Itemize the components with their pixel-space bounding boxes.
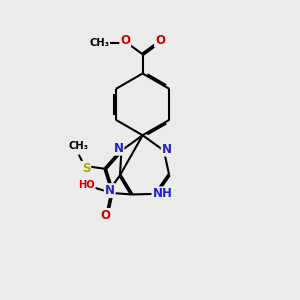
Text: O: O xyxy=(120,34,130,47)
Text: N: N xyxy=(113,142,124,155)
Text: NH: NH xyxy=(152,188,172,200)
Text: N: N xyxy=(162,142,172,156)
Text: O: O xyxy=(155,34,165,47)
Text: N: N xyxy=(105,184,115,197)
Text: HO: HO xyxy=(78,180,95,190)
Text: O: O xyxy=(101,209,111,222)
Text: S: S xyxy=(82,162,90,175)
Text: CH₃: CH₃ xyxy=(89,38,109,48)
Text: CH₃: CH₃ xyxy=(69,142,89,152)
